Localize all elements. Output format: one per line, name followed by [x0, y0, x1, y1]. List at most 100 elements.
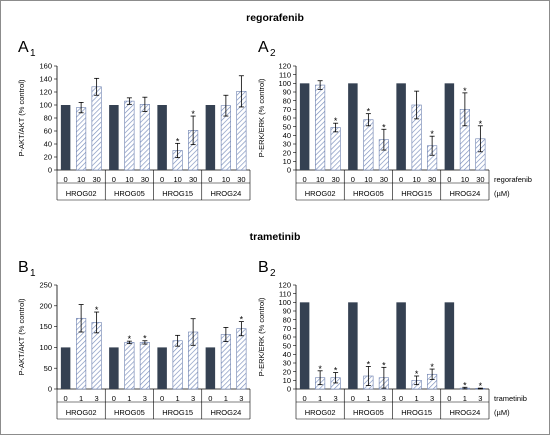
y-tick-label: 60	[283, 333, 291, 342]
significance-star: *	[382, 122, 386, 132]
condition-label: 1	[127, 394, 131, 403]
significance-star: *	[95, 305, 99, 315]
y-tick-label: 30	[283, 140, 291, 149]
significance-star: *	[463, 380, 467, 390]
group-label: HROG24	[210, 408, 241, 417]
condition-label: 3	[430, 394, 434, 403]
condition-label: 10	[461, 175, 469, 184]
group-label: HROG02	[66, 408, 97, 417]
condition-label: 1	[366, 394, 370, 403]
condition-label: 0	[112, 394, 116, 403]
bar	[124, 342, 135, 390]
bar	[124, 100, 135, 171]
y-axis-label: P-ERK/ERK (% control)	[257, 78, 266, 157]
y-tick-label: 60	[44, 127, 52, 136]
section-title-regorafenib: regorafenib	[246, 12, 304, 24]
condition-label: 30	[476, 175, 484, 184]
condition-label: 0	[208, 175, 212, 184]
y-tick-label: 60	[283, 114, 291, 123]
panel-letter: A	[18, 39, 29, 56]
condition-label: 3	[191, 394, 195, 403]
condition-label: 10	[77, 175, 85, 184]
condition-label: 30	[331, 175, 339, 184]
condition-label: 1	[415, 394, 419, 403]
bar	[236, 328, 247, 390]
condition-axis-label: regorafenib	[494, 175, 532, 184]
panel-subscript: 1	[30, 48, 36, 59]
group-label: HROG05	[353, 189, 384, 198]
condition-label: 0	[112, 175, 116, 184]
condition-label: 0	[303, 175, 307, 184]
bar	[396, 302, 406, 389]
bar	[157, 105, 167, 170]
condition-label: 3	[239, 394, 243, 403]
y-tick-label: 80	[283, 96, 291, 105]
y-tick-label: 70	[283, 324, 291, 333]
condition-label: 0	[303, 394, 307, 403]
group-label: HROG05	[114, 189, 145, 198]
y-tick-label: 90	[283, 88, 291, 97]
significance-star: *	[479, 119, 483, 129]
condition-label: 10	[222, 175, 230, 184]
y-tick-label: 40	[44, 140, 52, 149]
y-tick-label: 100	[278, 79, 291, 88]
panel-letter: B	[258, 259, 269, 276]
condition-label: 30	[428, 175, 436, 184]
bar	[60, 105, 71, 170]
y-tick-label: 120	[39, 88, 52, 97]
significance-star: *	[240, 315, 244, 325]
condition-axis-label: trametinib	[494, 394, 527, 403]
condition-label: 3	[478, 394, 482, 403]
condition-label: 10	[125, 175, 133, 184]
group-label: HROG02	[305, 189, 336, 198]
bar	[348, 302, 358, 389]
significance-star: *	[415, 369, 419, 379]
y-tick-label: 100	[278, 298, 291, 307]
y-tick-label: 0	[48, 385, 52, 394]
y-tick-label: 80	[283, 315, 291, 324]
condition-label: 0	[399, 175, 403, 184]
bar	[76, 107, 87, 171]
condition-label: 0	[208, 394, 212, 403]
significance-star: *	[318, 364, 322, 374]
y-tick-label: 50	[283, 341, 291, 350]
condition-label: 3	[334, 394, 338, 403]
bar	[363, 119, 374, 171]
group-label: HROG15	[162, 408, 193, 417]
y-tick-label: 0	[48, 166, 52, 175]
y-tick-label: 90	[283, 307, 291, 316]
bar	[109, 105, 119, 170]
panel-label-a2: A 2	[258, 39, 276, 59]
significance-star: *	[367, 359, 371, 369]
y-axis-label: P-AKT/AKT (% control)	[17, 79, 26, 156]
y-tick-label: 200	[39, 301, 52, 310]
bar	[396, 83, 406, 170]
y-tick-label: 120	[278, 281, 291, 290]
significance-star: *	[382, 360, 386, 370]
y-tick-label: 250	[39, 281, 52, 290]
condition-label: 0	[351, 394, 355, 403]
y-tick-label: 10	[283, 376, 291, 385]
significance-star: *	[334, 116, 338, 126]
y-tick-label: 40	[283, 350, 291, 359]
bar	[205, 105, 216, 170]
unit-label: (µM)	[494, 408, 510, 417]
group-label: HROG05	[114, 408, 145, 417]
y-tick-label: 100	[39, 343, 52, 352]
condition-label: 0	[447, 394, 451, 403]
bar	[139, 104, 150, 171]
condition-label: 1	[224, 394, 228, 403]
condition-label: 1	[79, 394, 83, 403]
bar	[60, 347, 71, 389]
y-tick-label: 50	[283, 122, 291, 131]
panel-letter: B	[18, 259, 29, 276]
condition-label: 10	[316, 175, 324, 184]
y-tick-label: 30	[283, 359, 291, 368]
condition-label: 30	[237, 175, 245, 184]
panel-subscript: 1	[30, 268, 36, 279]
